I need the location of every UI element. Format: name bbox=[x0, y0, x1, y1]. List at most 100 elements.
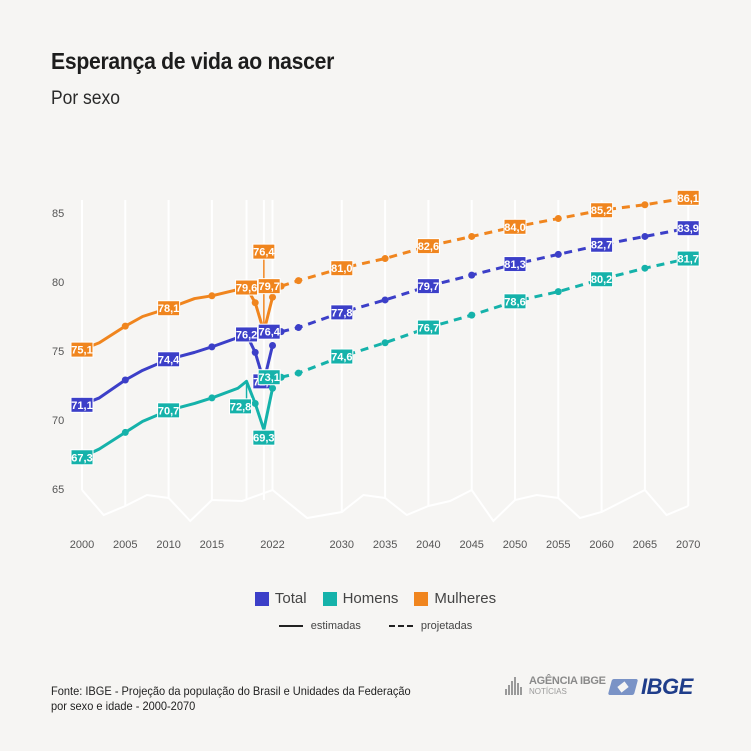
value-label-homens: 76,7 bbox=[418, 323, 439, 335]
data-point-total bbox=[381, 296, 389, 304]
value-label-box-homens bbox=[676, 250, 700, 267]
data-point-mulheres bbox=[554, 215, 562, 223]
value-label-mulheres: 79,6 bbox=[236, 283, 257, 295]
source-line-2: por sexo e idade - 2000-2070 bbox=[51, 699, 196, 713]
value-label-box-homens bbox=[70, 449, 94, 466]
value-label-total: 79,7 bbox=[418, 281, 439, 293]
value-label-mulheres: 79,7 bbox=[258, 281, 279, 293]
value-label-homens: 81,7 bbox=[677, 254, 698, 266]
value-label-box-total bbox=[157, 351, 181, 368]
agencia-logo-subtext: NOTÍCIAS bbox=[529, 687, 567, 696]
legend-item-total[interactable]: Total bbox=[254, 590, 307, 607]
value-label-box-mulheres bbox=[330, 260, 354, 277]
value-label-homens: 72,8 bbox=[230, 401, 251, 413]
value-label-box-mulheres bbox=[416, 238, 440, 255]
data-point-homens bbox=[208, 394, 216, 402]
value-label-box-homens bbox=[503, 293, 527, 310]
legend-label-estimadas: estimadas bbox=[310, 620, 361, 632]
data-point-mulheres bbox=[269, 293, 277, 301]
value-label-box-total bbox=[257, 323, 281, 340]
value-label-mulheres: 78,1 bbox=[158, 303, 179, 315]
legend-label-projetadas: projetadas bbox=[420, 620, 473, 632]
data-point-mulheres bbox=[208, 292, 216, 300]
value-label-box-homens bbox=[252, 429, 276, 446]
value-label-total: 74,4 bbox=[158, 354, 180, 366]
value-label-total: 71,1 bbox=[71, 400, 92, 412]
value-label-homens: 69,3 bbox=[253, 433, 274, 445]
agencia-ibge-logo: AGÊNCIA IBGE NOTÍCIAS bbox=[505, 676, 606, 696]
chart-title: Esperança de vida ao nascer bbox=[51, 48, 335, 74]
value-label-box-homens bbox=[416, 319, 440, 336]
x-tick-label: 2010 bbox=[156, 539, 180, 551]
data-point-total bbox=[251, 348, 259, 356]
source-line-1: Fonte: IBGE - Projeção da população do B… bbox=[51, 684, 411, 698]
value-label-homens: 73,1 bbox=[258, 372, 279, 384]
x-tick-label: 2000 bbox=[70, 539, 94, 551]
value-label-box-mulheres bbox=[503, 218, 527, 235]
x-tick-label: 2030 bbox=[330, 539, 354, 551]
legend-label-homens: Homens bbox=[342, 590, 399, 607]
source-note: Fonte: IBGE - Projeção da população do B… bbox=[51, 684, 411, 714]
data-point-homens bbox=[554, 288, 562, 296]
value-label-mulheres: 82,6 bbox=[418, 241, 439, 253]
data-point-mulheres bbox=[468, 232, 476, 240]
value-label-box-total bbox=[330, 304, 354, 321]
data-point-homens bbox=[641, 264, 649, 272]
value-label-homens: 67,3 bbox=[71, 452, 92, 464]
ibge-mark-icon bbox=[607, 679, 639, 695]
data-point-total bbox=[269, 341, 277, 349]
value-label-box-mulheres bbox=[257, 278, 281, 295]
value-label-box-total bbox=[416, 278, 440, 295]
solid-line-icon bbox=[278, 625, 303, 627]
value-label-box-total bbox=[70, 396, 94, 413]
y-tick-label: 75 bbox=[52, 346, 64, 358]
x-tick-label: 2050 bbox=[503, 539, 527, 551]
legend-item-mulheres[interactable]: Mulheres bbox=[414, 590, 496, 607]
x-tick-label: 2015 bbox=[200, 539, 224, 551]
x-tick-label: 2045 bbox=[459, 539, 483, 551]
value-label-box-mulheres bbox=[676, 189, 700, 206]
value-label-mulheres: 85,2 bbox=[591, 205, 612, 217]
legend-projetadas: projetadas bbox=[388, 620, 473, 632]
data-point-homens bbox=[468, 311, 476, 319]
value-label-box-homens bbox=[229, 398, 253, 415]
value-label-total: 76,2 bbox=[236, 329, 257, 341]
value-label-total: 76,4 bbox=[258, 327, 280, 339]
value-label-box-total bbox=[590, 236, 614, 253]
y-tick-label: 65 bbox=[52, 484, 64, 496]
value-label-homens: 74,6 bbox=[331, 352, 352, 364]
dashed-line-icon bbox=[388, 625, 413, 627]
data-point-homens bbox=[251, 399, 259, 407]
data-point-mulheres bbox=[121, 322, 129, 330]
legend-label-total: Total bbox=[274, 590, 307, 607]
legend-estimadas: estimadas bbox=[278, 620, 361, 632]
value-label-mulheres: 84,0 bbox=[504, 222, 525, 234]
value-label-homens: 70,7 bbox=[158, 405, 179, 417]
series-legend: Total Homens Mulheres bbox=[0, 590, 751, 607]
value-label-mulheres: 81,0 bbox=[331, 263, 352, 275]
value-label-box-homens bbox=[590, 271, 614, 288]
data-point-mulheres bbox=[381, 255, 389, 263]
data-point-total bbox=[295, 324, 302, 332]
legend-item-homens[interactable]: Homens bbox=[322, 590, 399, 607]
value-label-box-mulheres bbox=[235, 279, 259, 296]
agencia-bars-icon bbox=[505, 677, 525, 695]
x-tick-label: 2040 bbox=[416, 539, 440, 551]
data-point-mulheres bbox=[251, 299, 259, 307]
x-tick-label: 2055 bbox=[546, 539, 570, 551]
data-point-total bbox=[468, 271, 476, 279]
data-point-total bbox=[554, 250, 562, 258]
value-label-mulheres: 75,1 bbox=[71, 345, 92, 357]
legend-label-mulheres: Mulheres bbox=[434, 590, 497, 607]
x-tick-label: 2070 bbox=[676, 539, 700, 551]
value-label-mulheres: 76,4 bbox=[253, 247, 275, 259]
ibge-logo-text: IBGE bbox=[641, 674, 693, 699]
legend-swatch-total bbox=[254, 591, 269, 606]
value-label-homens: 80,2 bbox=[591, 274, 612, 286]
value-label-total: 82,7 bbox=[591, 240, 612, 252]
x-tick-label: 2060 bbox=[589, 539, 613, 551]
chart-subtitle: Por sexo bbox=[51, 88, 120, 109]
y-tick-label: 80 bbox=[52, 277, 64, 289]
value-label-box-mulheres bbox=[70, 341, 94, 358]
